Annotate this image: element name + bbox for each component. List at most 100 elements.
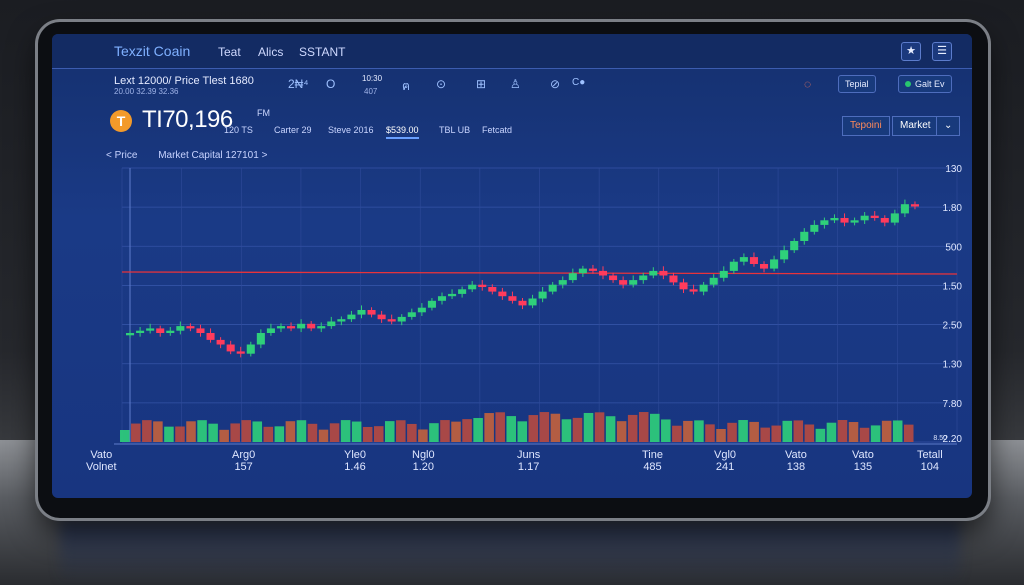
- volume-bar: [484, 413, 494, 442]
- nav-item-alics[interactable]: Alics: [258, 45, 284, 59]
- candle-body: [679, 282, 688, 290]
- footer-label: Vato: [785, 449, 807, 461]
- volume-bar: [738, 420, 748, 442]
- volume-bar: [219, 429, 229, 442]
- price-suffix-top: FM: [257, 108, 270, 118]
- volume-bar: [683, 420, 693, 442]
- coin-logo-icon: T: [110, 110, 132, 132]
- volume-bar: [760, 427, 770, 442]
- candle-body: [337, 319, 346, 322]
- volume-bar: [142, 420, 152, 442]
- footer-label: Ngl0: [412, 449, 435, 461]
- footer-value: 1.20: [412, 461, 435, 473]
- volume-bar: [804, 424, 815, 442]
- ticker-stat-4[interactable]: TBL UB: [439, 125, 471, 135]
- footer-value: 157: [234, 461, 253, 473]
- footer-label: Juns: [517, 449, 541, 461]
- candle-body: [578, 268, 587, 274]
- tepial-button[interactable]: Tepial: [838, 75, 876, 93]
- candle-body: [226, 344, 235, 352]
- tool-icon-3[interactable]: ฅ: [402, 79, 411, 93]
- menu-icon[interactable]: ☰: [932, 42, 952, 61]
- nav-item-sstant[interactable]: SSTANT: [299, 45, 346, 59]
- volume-bar: [727, 422, 737, 442]
- tool-icon-6[interactable]: ♙: [510, 77, 521, 91]
- nav-item-teat[interactable]: Teat: [218, 45, 241, 59]
- candle-body: [186, 326, 195, 329]
- volume-bar: [826, 422, 837, 442]
- candle-body: [770, 259, 779, 269]
- candle-body: [146, 328, 155, 331]
- volume-bar: [771, 425, 781, 442]
- footer-label: Vato: [90, 449, 113, 461]
- candle-body: [830, 218, 839, 221]
- footer-column: Vato 135: [852, 449, 874, 473]
- market-button[interactable]: Market: [892, 116, 939, 136]
- candle-body: [508, 296, 517, 301]
- candle-body: [236, 351, 245, 354]
- volume-bar: [705, 424, 715, 442]
- galt-button[interactable]: Galt Ev: [898, 75, 952, 93]
- footer-label: Tetall: [917, 449, 943, 461]
- volume-bar: [296, 420, 307, 442]
- ticker-stat-3[interactable]: $539.00: [386, 125, 419, 139]
- candle-body: [649, 270, 658, 276]
- tepoini-button[interactable]: Tepoini: [842, 116, 890, 136]
- candle-body: [699, 284, 708, 292]
- ticker-stat-1[interactable]: Carter 29: [274, 125, 312, 135]
- footer-column: Tetall 104: [917, 449, 943, 473]
- volume-bar: [407, 423, 417, 442]
- y-axis-label: 1.80: [943, 203, 963, 214]
- tool-icon-4[interactable]: ⊙: [436, 77, 447, 91]
- candle-body: [417, 307, 426, 313]
- top-bar: Texzit Coain Teat Alics SSTANT ★ ☰: [52, 34, 972, 69]
- y-axis-label: 1.50: [943, 281, 963, 292]
- star-icon[interactable]: ★: [901, 42, 921, 61]
- volume-bar: [616, 421, 627, 442]
- footer-value: 1.17: [517, 461, 540, 473]
- ticker-stat-2[interactable]: Steve 2016: [328, 125, 374, 135]
- footer-column: Ngl0 1.20: [412, 449, 435, 473]
- tool-icon-2[interactable]: Ο: [326, 77, 336, 91]
- footer-value: Volnet: [86, 461, 117, 473]
- tool-icon-8[interactable]: C●: [572, 77, 586, 88]
- tool-icon-1[interactable]: 2₦⁴: [288, 77, 309, 91]
- candle-body: [588, 268, 597, 271]
- candle-body: [488, 287, 497, 292]
- ticker-stat-5[interactable]: Fetcatd: [482, 125, 513, 135]
- candle-body: [659, 270, 668, 276]
- chevron-down-icon[interactable]: ⌄: [936, 116, 960, 136]
- candle-body: [820, 220, 829, 225]
- candlestick-chart[interactable]: 130 1.80 500 1.50 2.50 1.30 7.80 2.208.50: [52, 34, 972, 498]
- volume-bar: [462, 419, 472, 442]
- app-brand[interactable]: Texzit Coain: [114, 43, 191, 59]
- volume-bar: [473, 418, 483, 442]
- toolbar-stat-bottom: 407: [364, 87, 378, 96]
- y-axis-label: 500: [945, 242, 962, 253]
- tool-icon-7[interactable]: ⊘: [550, 77, 561, 91]
- candle-body: [216, 339, 225, 345]
- candle-body: [548, 284, 557, 292]
- candle-body: [397, 316, 406, 322]
- desk-reflection: [60, 520, 960, 585]
- candle-body: [669, 275, 678, 283]
- footer-label: Vgl0: [714, 449, 737, 461]
- volume-bar: [892, 420, 903, 442]
- candle-body: [639, 275, 648, 281]
- toolbar: Lext 12000/ Price Tlest 1680 20.00 32.39…: [52, 70, 972, 98]
- candle-body: [749, 257, 758, 264]
- volume-bar: [164, 426, 174, 442]
- candle-body: [860, 215, 869, 221]
- volume-bar: [252, 421, 263, 442]
- volume-bar: [561, 419, 572, 442]
- galt-button-label: Galt Ev: [915, 79, 945, 89]
- footer-label: Vato: [852, 449, 874, 461]
- volume-bar: [362, 426, 373, 442]
- volume-bar: [881, 420, 892, 442]
- tab-market-capital[interactable]: Market Capital 127101 >: [158, 150, 268, 161]
- tool-icon-5[interactable]: ⊞: [476, 77, 487, 91]
- volume-bar: [153, 421, 163, 442]
- footer-column: Vgl0 241: [714, 449, 736, 473]
- tab-price[interactable]: < Price: [106, 150, 138, 161]
- footer-label: Arg0: [232, 449, 256, 461]
